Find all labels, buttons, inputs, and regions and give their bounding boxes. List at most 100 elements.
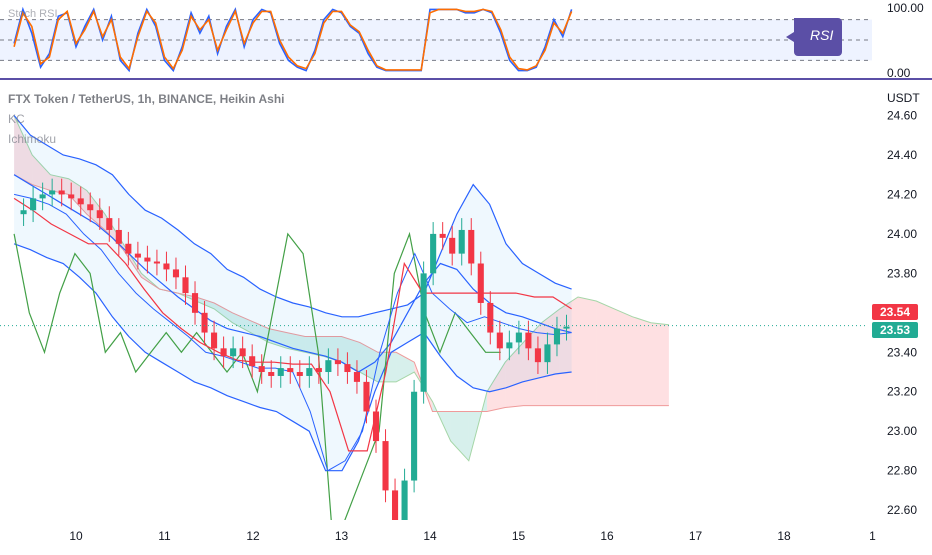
ichimoku-cloud-segment-17 [323,336,342,363]
rsi-tick-label-0: 100.00 [887,1,924,15]
indicator-kc-label[interactable]: KC [8,112,25,126]
candle-body-32 [315,368,322,373]
candle-body-8 [87,204,94,211]
candle-body-57 [553,328,561,345]
candle-body-26 [258,366,265,373]
price-tag-high: 23.54 [872,304,918,320]
ichimoku-cloud-segment-31 [578,297,597,406]
candle-body-40 [392,490,399,530]
ichimoku-cloud-segment-24 [450,411,469,461]
candle-body-44 [430,233,437,274]
ichimoku-cloud-segment-32 [596,301,615,406]
ichimoku-cloud-segment-1 [32,155,51,191]
time-axis-labels: 10 11 12 13 14 15 16 17 18 1 [69,529,876,543]
time-tick-label-0: 10 [69,529,83,543]
ichimoku-cloud-segment-13 [250,320,269,343]
candle-body-52 [506,342,513,349]
price-tick-label-0: 24.60 [887,109,917,123]
ichimoku-span-b [13,174,669,412]
candle-body-30 [296,372,303,376]
rsi-series-1 [13,8,573,71]
candle-body-54 [525,332,532,349]
candle-body-24 [239,348,246,357]
ichimoku-cloud-segment-16 [305,336,324,357]
candle-body-31 [306,368,313,376]
price-tick-label-6: 23.40 [887,345,917,359]
price-tick-label-1: 24.40 [887,148,917,162]
candle-body-21 [211,332,218,349]
candle-body-41 [401,480,408,530]
candle-body-55 [534,348,541,363]
time-tick-label-7: 17 [689,529,703,543]
candle-body-14 [144,257,151,262]
candle-body-10 [106,218,113,230]
price-chart: USDT24.6024.4024.2024.0023.8023.6023.402… [0,91,920,550]
candle-body-28 [277,368,284,376]
candle-body-46 [449,237,456,254]
ichimoku-cloud-segment-0 [14,115,33,185]
time-tick-label-8: 18 [777,529,791,543]
ichimoku-lagging-span [13,231,501,550]
ichimoku-cloud-segment-11 [214,303,233,323]
price-tick-label-9: 22.80 [887,464,917,478]
candle-body-6 [68,194,75,199]
ichimoku-cloud-segment-12 [232,312,251,333]
ichimoku-cloud-segment-26 [487,362,506,412]
candle-body-37 [363,381,370,412]
candle-body-5 [58,190,65,195]
candle-body-27 [268,372,275,376]
ichimoku-cloud-segment-21 [396,352,415,382]
candle-body-1 [20,210,27,215]
candle-body-9 [96,210,103,219]
rsi-tick-label-1: 0.00 [887,66,911,80]
ichimoku-cloud-segment-2 [50,174,69,195]
candle-body-3 [39,194,46,199]
time-tick-label-4: 14 [423,529,437,543]
rsi-callout-icon [786,18,842,56]
ichimoku-cloud-segment-18 [341,336,360,372]
candle-body-15 [153,261,160,264]
ichimoku-cloud-segment-19 [359,342,378,382]
candle-body-47 [458,229,465,254]
candle-body-45 [439,233,446,238]
candle-body-58 [563,326,570,329]
time-tick-label-6: 16 [600,529,614,543]
ichimoku-cloud-segment-34 [632,316,651,406]
stoch-rsi-pane: 100.00 0.00 [0,0,932,80]
candle-body-23 [230,348,237,357]
time-tick-label-5: 15 [512,529,526,543]
candle-body-12 [125,243,132,254]
candle-body-49 [477,263,484,303]
candle-body-42 [411,391,418,481]
ichimoku-cloud-segment-33 [614,308,633,406]
candle-body-50 [487,302,494,333]
candle-body-35 [344,364,351,373]
candle-body-4 [49,190,56,195]
price-tick-label-10: 22.60 [887,503,917,517]
candle-body-7 [77,198,84,205]
stoch-rsi-title: Stoch RSI [8,8,58,20]
price-tick-label-2: 24.20 [887,187,917,201]
indicator-ichimoku-label[interactable]: Ichimoku [8,132,57,146]
candle-body-38 [372,411,380,442]
candle-body-56 [544,344,551,363]
candle-body-2 [30,198,37,211]
stoch-rsi-chart: 100.00 0.00 [0,1,932,80]
candle-body-53 [515,332,522,343]
candle-body-17 [172,269,180,278]
candle-body-22 [220,348,227,357]
time-tick-label-2: 12 [246,529,260,543]
candle-body-20 [201,312,208,333]
keltner-lower [13,243,572,472]
price-tag-last: 23.53 [872,322,918,338]
candle-body-33 [325,360,332,373]
price-pane: USDT24.6024.4024.2024.0023.8023.6023.402… [0,80,932,550]
time-axis: 10 11 12 13 14 15 16 17 18 1 [0,520,932,550]
candle-body-29 [287,368,294,373]
candle-body-11 [115,229,122,244]
candle-body-51 [496,332,503,349]
candle-body-18 [182,277,189,294]
symbol-title[interactable]: FTX Token / TetherUS, 1h, BINANCE, Heiki… [8,92,285,106]
ichimoku-cloud-segment-30 [559,297,578,406]
ichimoku-cloud-segment-4 [86,190,105,230]
